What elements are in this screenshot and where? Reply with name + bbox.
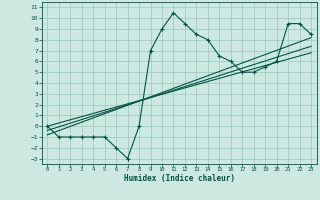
X-axis label: Humidex (Indice chaleur): Humidex (Indice chaleur) (124, 174, 235, 183)
